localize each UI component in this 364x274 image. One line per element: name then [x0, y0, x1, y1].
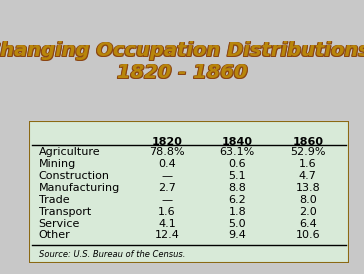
FancyBboxPatch shape	[29, 121, 349, 263]
Text: 5.0: 5.0	[229, 219, 246, 229]
Text: 13.8: 13.8	[296, 183, 320, 193]
Text: 1840: 1840	[222, 137, 253, 147]
Text: Source: U.S. Bureau of the Census.: Source: U.S. Bureau of the Census.	[39, 250, 185, 259]
Text: Manufacturing: Manufacturing	[39, 183, 120, 193]
Text: 52.9%: 52.9%	[290, 147, 325, 157]
Text: 1.6: 1.6	[158, 207, 176, 217]
Text: 0.4: 0.4	[158, 159, 176, 169]
Text: —: —	[161, 195, 173, 205]
Text: Transport: Transport	[39, 207, 91, 217]
Text: 2.0: 2.0	[299, 207, 317, 217]
Text: 2.7: 2.7	[158, 183, 176, 193]
Text: Changing Occupation Distributions:
1820 - 1860: Changing Occupation Distributions: 1820 …	[0, 41, 364, 82]
Text: 1.8: 1.8	[229, 207, 246, 217]
Text: 6.2: 6.2	[229, 195, 246, 205]
Text: Changing Occupation Distributions:
1820 - 1860: Changing Occupation Distributions: 1820 …	[0, 41, 364, 82]
Text: 12.4: 12.4	[154, 230, 179, 241]
Text: 4.7: 4.7	[299, 171, 317, 181]
Text: Changing Occupation Distributions:
1820 - 1860: Changing Occupation Distributions: 1820 …	[0, 41, 364, 82]
Text: 63.1%: 63.1%	[220, 147, 255, 157]
Text: Changing Occupation Distributions:
1820 - 1860: Changing Occupation Distributions: 1820 …	[0, 42, 364, 82]
Text: Trade: Trade	[39, 195, 70, 205]
Text: 78.8%: 78.8%	[149, 147, 185, 157]
Text: 6.4: 6.4	[299, 219, 317, 229]
Text: 1860: 1860	[292, 137, 323, 147]
Text: 4.1: 4.1	[158, 219, 176, 229]
Text: 10.6: 10.6	[296, 230, 320, 241]
Text: Service: Service	[39, 219, 80, 229]
Text: 8.8: 8.8	[228, 183, 246, 193]
Text: Mining: Mining	[39, 159, 76, 169]
Text: 1820: 1820	[151, 137, 182, 147]
Text: Construction: Construction	[39, 171, 110, 181]
Text: Changing Occupation Distributions:
1820 - 1860: Changing Occupation Distributions: 1820 …	[0, 42, 364, 82]
Text: 5.1: 5.1	[229, 171, 246, 181]
Text: 1.6: 1.6	[299, 159, 317, 169]
Text: 9.4: 9.4	[228, 230, 246, 241]
Text: 8.0: 8.0	[299, 195, 317, 205]
Text: —: —	[161, 171, 173, 181]
Text: Other: Other	[39, 230, 71, 241]
Text: 0.6: 0.6	[229, 159, 246, 169]
Text: Agriculture: Agriculture	[39, 147, 100, 157]
